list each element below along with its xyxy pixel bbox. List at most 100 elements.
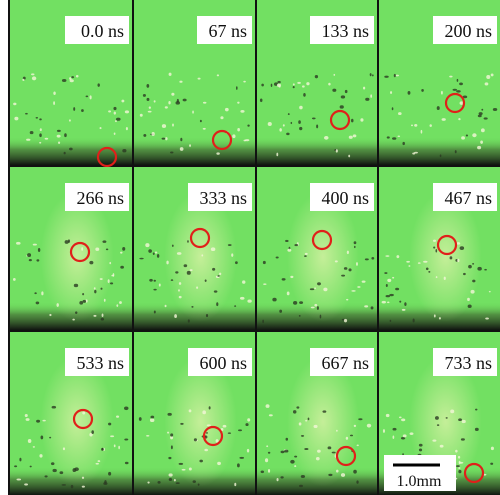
particle (187, 240, 189, 243)
particle (353, 134, 357, 137)
particle (121, 100, 124, 103)
particle (81, 247, 83, 251)
particle (392, 277, 394, 279)
particle (397, 135, 400, 137)
particle (170, 152, 173, 154)
particle (91, 430, 94, 434)
particle (232, 134, 235, 138)
particle (399, 417, 402, 419)
scale-bar-label: 1.0mm (397, 473, 442, 490)
particle (371, 257, 374, 260)
particle (189, 468, 192, 471)
particle (299, 422, 302, 425)
particle (36, 117, 39, 119)
particle (353, 470, 357, 474)
particle (489, 291, 491, 293)
particle (340, 105, 344, 108)
particle (39, 118, 42, 120)
particle (349, 136, 353, 139)
time-label: 133 ns (321, 21, 369, 41)
particle (475, 428, 479, 431)
particle (223, 425, 227, 428)
particle (247, 125, 249, 127)
particle (302, 85, 305, 87)
particle (467, 298, 470, 301)
particle (312, 118, 316, 120)
particle (64, 133, 67, 137)
particle (490, 463, 493, 465)
particle (122, 247, 125, 251)
particle (266, 404, 270, 408)
particle (125, 462, 129, 464)
particle (363, 87, 365, 90)
particle (418, 262, 421, 264)
particle (293, 410, 296, 413)
particle (413, 319, 415, 323)
particle (471, 290, 475, 294)
plume (164, 191, 237, 321)
particle (175, 101, 180, 105)
particle (228, 432, 231, 434)
particle (268, 469, 270, 473)
particle (370, 94, 372, 97)
particle (183, 99, 187, 102)
particle (291, 122, 293, 124)
particle (234, 483, 236, 486)
particle (147, 481, 149, 483)
particle (412, 152, 415, 154)
particle (404, 302, 406, 306)
particle (344, 267, 348, 270)
particle (57, 130, 61, 132)
particle (194, 438, 197, 441)
particle (39, 454, 42, 457)
particle (493, 108, 497, 111)
particle (286, 438, 288, 441)
particle (139, 417, 142, 421)
particle (228, 244, 232, 246)
particle (393, 428, 397, 431)
particle (93, 315, 96, 317)
particle (115, 120, 117, 122)
plume (409, 191, 482, 321)
particle (62, 484, 66, 486)
particle (101, 448, 104, 451)
particle (200, 120, 202, 123)
particle (119, 301, 122, 304)
particle (305, 420, 307, 422)
particle (386, 414, 390, 417)
particle (170, 433, 173, 436)
particle (118, 446, 120, 449)
particle (317, 306, 319, 310)
particle (114, 133, 116, 135)
particle (480, 140, 483, 143)
particle (284, 450, 288, 453)
particle (365, 98, 369, 101)
particle (455, 150, 457, 153)
particle (472, 280, 475, 283)
particle (382, 301, 386, 304)
particle (354, 425, 356, 427)
particle (201, 254, 203, 256)
particle (56, 303, 58, 307)
particle (167, 413, 171, 416)
particle (52, 469, 56, 472)
particle (279, 310, 282, 313)
particle (333, 74, 335, 76)
particle (196, 286, 198, 289)
particle (191, 306, 193, 308)
particle (459, 461, 461, 464)
particle (472, 133, 476, 137)
particle (110, 435, 114, 437)
particle (411, 125, 413, 127)
particle (108, 110, 111, 112)
particle (475, 409, 477, 411)
particle (217, 462, 221, 465)
particle (341, 275, 345, 277)
particle (314, 304, 317, 307)
particle (266, 445, 268, 447)
time-label: 467 ns (444, 188, 492, 208)
particle (430, 124, 432, 127)
particle (434, 314, 436, 317)
particle (209, 406, 211, 409)
particle (242, 280, 245, 283)
